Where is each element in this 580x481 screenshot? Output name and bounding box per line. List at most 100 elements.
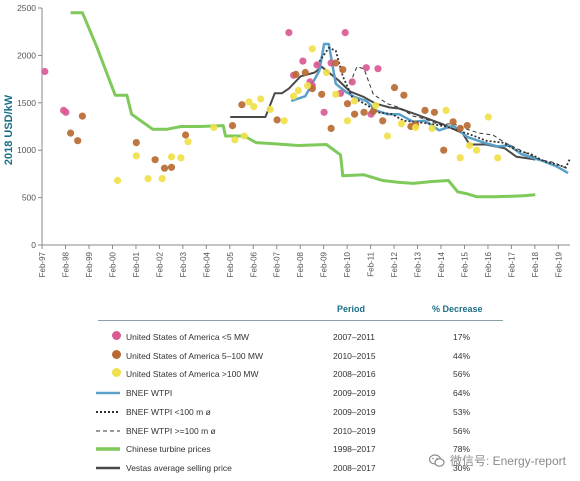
scatter-point: [332, 90, 340, 98]
dots-layer: [41, 28, 502, 185]
legend-period: 2008–2016: [333, 369, 376, 380]
legend-period: 2009–2019: [333, 406, 376, 417]
scatter-point: [78, 112, 86, 120]
y-tick-label: 1000: [17, 145, 36, 155]
x-tick-label: Feb-03: [179, 251, 188, 277]
x-tick-label: Feb-02: [155, 251, 164, 277]
scatter-point: [151, 156, 159, 164]
scatter-point: [41, 67, 49, 76]
x-tick-label: Feb-00: [108, 251, 117, 277]
legend-period: 2009–2019: [333, 388, 376, 399]
x-tick-label: Feb-01: [132, 251, 141, 277]
scatter-point: [332, 59, 340, 67]
scatter-point: [473, 146, 481, 154]
legend-row: BNEF WTPI <100 m ø 2009–2019 53%: [0, 404, 580, 422]
scatter-point: [341, 28, 349, 37]
scatter-point: [430, 108, 438, 116]
scatter-point: [245, 98, 253, 106]
legend-decrease: 17%: [452, 332, 470, 342]
scatter-point: [348, 78, 356, 86]
scatter-point: [322, 68, 330, 77]
scatter-point: [292, 70, 300, 78]
legend-period: 2007–2011: [333, 332, 375, 342]
legend-marker-dot: [112, 349, 121, 359]
scatter-point: [400, 91, 408, 99]
scatter-point: [351, 97, 359, 105]
scatter-point: [62, 108, 70, 116]
legend-period: 2010–2019: [333, 425, 376, 436]
legend-marker-line: [96, 430, 120, 431]
scatter-point: [304, 82, 312, 90]
scatter-point: [177, 154, 185, 162]
scatter-point: [369, 107, 377, 115]
legend-period: 2008–2017: [333, 462, 376, 473]
scatter-point: [294, 86, 302, 95]
x-tick-label: Feb-11: [367, 251, 376, 276]
legend-period: 2010–2015: [333, 350, 376, 361]
scatter-point: [299, 57, 307, 65]
legend-label: United States of America >100 MW: [126, 369, 259, 380]
legend-decrease: 44%: [452, 350, 470, 361]
legend-label: BNEF WTPI >=100 m ø: [126, 425, 216, 436]
x-tick-label: Feb-06: [249, 251, 258, 277]
legend-decrease: 30%: [452, 462, 470, 473]
x-tick-label: Feb-16: [484, 251, 493, 277]
x-tick-label: Feb-17: [507, 251, 516, 277]
lines-layer: [70, 11, 572, 199]
scatter-point: [327, 124, 335, 132]
x-tick-label: Feb-08: [296, 251, 305, 277]
scatter-point: [132, 152, 140, 160]
legend-marker-line: [96, 410, 120, 413]
scatter-point: [114, 176, 122, 185]
x-tick-label: Feb-15: [460, 251, 469, 277]
y-axis: 0 500 1000 1500 2000 2500: [17, 3, 43, 250]
scatter-point: [231, 136, 239, 144]
x-tick-label: Feb-13: [414, 251, 423, 277]
scatter-point: [343, 117, 352, 125]
x-tick-label: Feb-04: [202, 251, 211, 277]
scatter-point: [313, 61, 321, 69]
legend-decrease: 56%: [452, 369, 470, 380]
scatter-point: [266, 105, 274, 113]
legend-row: BNEF WTPI >=100 m ø 2010–2019 56%: [0, 423, 580, 441]
scatter-point: [372, 102, 380, 110]
scatter-point: [374, 65, 382, 73]
legend-row: BNEF WTPI 2009–2019 64%: [0, 385, 580, 403]
x-tick-label: Feb-09: [320, 251, 329, 277]
scatter-point: [184, 138, 192, 146]
scatter-point: [290, 92, 298, 100]
legend-label: Vestas average selling price: [126, 462, 232, 473]
legend-row: United States of America >100 MW 2008–201…: [0, 366, 580, 384]
x-tick-label: Feb-97: [38, 251, 47, 277]
legend-decrease: 56%: [452, 425, 470, 436]
scatter-point: [320, 108, 328, 116]
scatter-point: [238, 101, 246, 109]
x-axis: Feb-97 Feb-98 Feb-99 Feb-00 Feb-01 Feb-02 Feb-…: [38, 244, 570, 277]
legend-row: Vestas average selling price 2008–2017 30%: [0, 460, 580, 478]
scatter-point: [228, 122, 237, 130]
legend-marker-dot: [112, 331, 121, 340]
wechat-icon: [428, 453, 445, 467]
scatter-point: [412, 123, 420, 131]
y-tick-label: 2000: [17, 50, 36, 60]
scatter-point: [442, 106, 450, 114]
x-tick-label: Feb-07: [273, 251, 282, 277]
legend-marker-line: [96, 447, 120, 451]
x-tick-label: Feb-18: [531, 251, 540, 277]
watermark: 微信号: Energy-report: [428, 452, 566, 469]
scatter-point: [343, 100, 352, 108]
scatter-point: [390, 84, 399, 92]
legend-header-rule: [98, 320, 503, 321]
legend-decrease: 53%: [452, 406, 470, 417]
legend-label: United States of America <5 MW: [126, 332, 250, 342]
scatter-point: [449, 118, 457, 126]
scatter-point: [308, 45, 316, 53]
legend-row: Chinese turbine prices 1998–2017 78%: [0, 441, 580, 459]
legend-period: 1998–2017: [333, 444, 376, 455]
scatter-point: [74, 137, 82, 145]
x-tick-label: Feb-10: [343, 251, 352, 277]
scatter-point: [144, 175, 152, 183]
scatter-point: [210, 123, 218, 131]
scatter-point: [351, 110, 359, 118]
